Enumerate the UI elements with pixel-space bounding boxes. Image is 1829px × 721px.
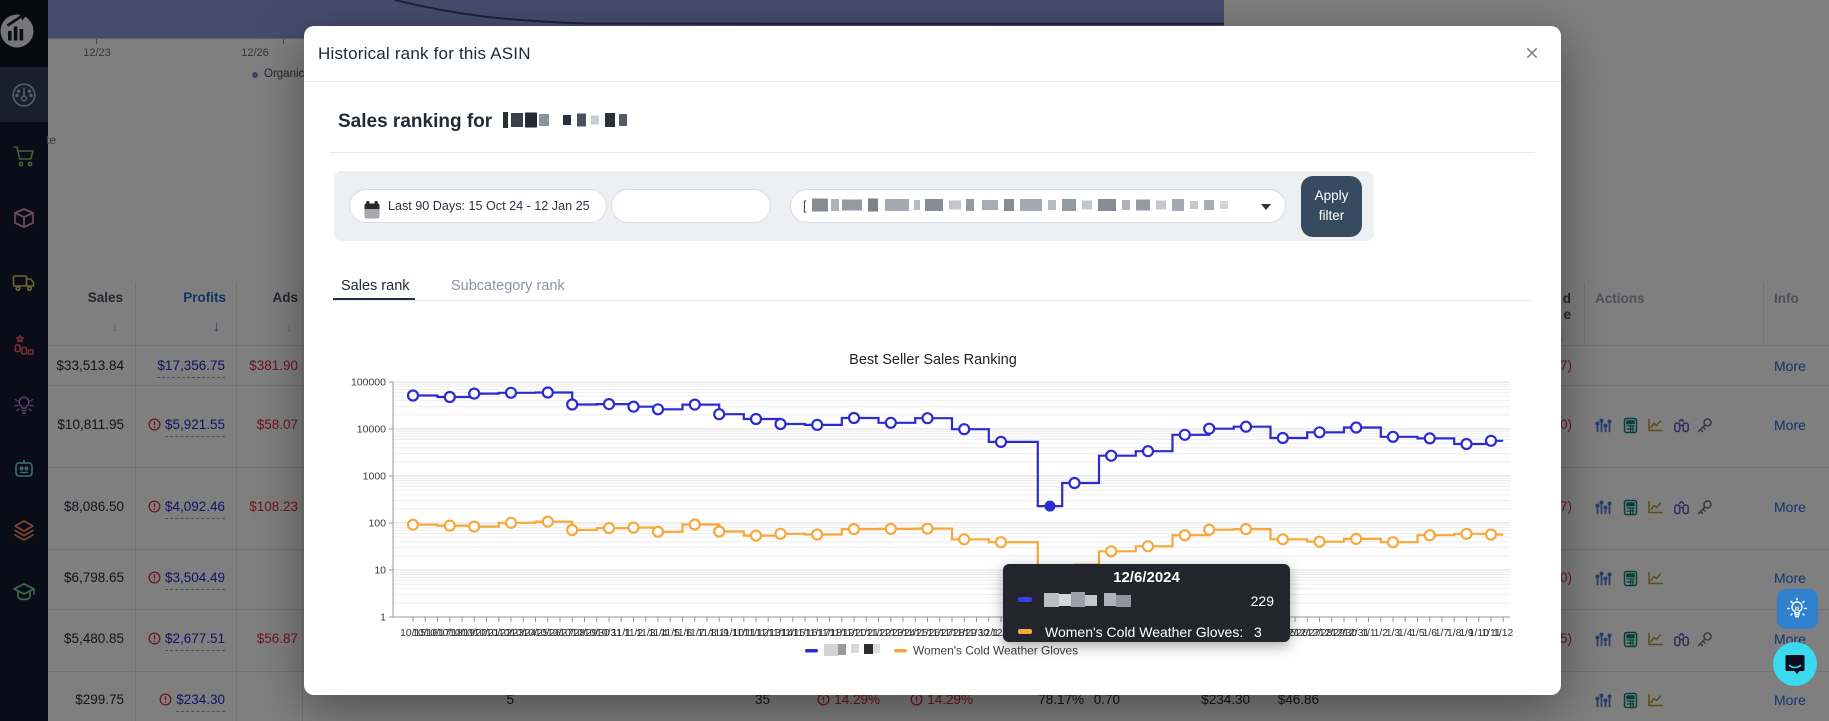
svg-text:11/9: 11/9 — [710, 628, 730, 639]
svg-text:100: 100 — [368, 518, 386, 530]
svg-text:1/8: 1/8 — [1447, 628, 1462, 639]
svg-text:Women's Cold Weather Gloves: Women's Cold Weather Gloves — [913, 644, 1078, 658]
svg-text:12/29: 12/29 — [1319, 628, 1345, 639]
svg-text:11/30: 11/30 — [964, 628, 989, 639]
svg-text:11/28: 11/28 — [939, 628, 964, 639]
svg-text:10/30: 10/30 — [584, 628, 610, 639]
svg-text:10/23: 10/23 — [498, 628, 524, 639]
svg-text:10000: 10000 — [357, 424, 386, 436]
svg-text:11/10: 11/10 — [719, 628, 744, 639]
svg-text:1/1: 1/1 — [1361, 628, 1376, 639]
svg-text:11/29: 11/29 — [952, 628, 977, 639]
svg-text:11/4: 11/4 — [648, 628, 668, 639]
svg-text:1: 1 — [380, 612, 386, 624]
svg-text:11/7: 11/7 — [685, 628, 705, 639]
svg-text:10/28: 10/28 — [559, 628, 585, 639]
svg-text:11/16: 11/16 — [792, 628, 817, 639]
svg-text:11/18: 11/18 — [817, 628, 842, 639]
svg-text:11/12: 11/12 — [743, 628, 768, 639]
svg-text:12/2: 12/2 — [991, 628, 1011, 639]
svg-text:11/17: 11/17 — [805, 628, 830, 639]
svg-text:100000: 100000 — [351, 377, 386, 389]
svg-text:1/2: 1/2 — [1374, 628, 1389, 639]
svg-text:11/24: 11/24 — [890, 628, 915, 639]
svg-text:10/15: 10/15 — [400, 628, 426, 639]
svg-text:11/22: 11/22 — [866, 628, 891, 639]
svg-text:1/12: 1/12 — [1493, 628, 1513, 639]
svg-text:10/21: 10/21 — [474, 628, 500, 639]
svg-text:12/27: 12/27 — [1294, 628, 1320, 639]
svg-text:Best Seller Sales Ranking: Best Seller Sales Ranking — [849, 352, 1017, 368]
svg-text:11/19: 11/19 — [829, 628, 854, 639]
svg-text:11/15: 11/15 — [780, 628, 805, 639]
svg-text:1/11: 1/11 — [1481, 628, 1501, 639]
svg-text:11/6: 11/6 — [673, 628, 693, 639]
svg-text:1/5: 1/5 — [1410, 628, 1425, 639]
svg-text:11/26: 11/26 — [915, 628, 940, 639]
svg-text:10/20: 10/20 — [461, 628, 487, 639]
svg-text:1/10: 1/10 — [1469, 628, 1489, 639]
svg-text:11/5: 11/5 — [661, 628, 681, 639]
svg-text:12/26: 12/26 — [1282, 628, 1308, 639]
svg-text:10/24: 10/24 — [510, 628, 536, 639]
svg-text:11/1: 11/1 — [612, 628, 632, 639]
svg-text:10/29: 10/29 — [572, 628, 598, 639]
svg-text:1/9: 1/9 — [1459, 628, 1474, 639]
svg-text:1/4: 1/4 — [1398, 628, 1413, 639]
svg-text:10/25: 10/25 — [523, 628, 549, 639]
svg-text:12/31: 12/31 — [1343, 628, 1369, 639]
svg-text:10/18: 10/18 — [437, 628, 463, 639]
svg-text:11/3: 11/3 — [636, 628, 656, 639]
svg-text:10/31: 10/31 — [596, 628, 622, 639]
svg-text:11/11: 11/11 — [732, 628, 757, 639]
svg-text:1000: 1000 — [363, 471, 387, 483]
svg-text:10/27: 10/27 — [547, 628, 573, 639]
svg-text:12/1: 12/1 — [979, 628, 999, 639]
svg-text:10: 10 — [374, 565, 386, 577]
svg-text:11/13: 11/13 — [756, 628, 781, 639]
svg-text:12/28: 12/28 — [1307, 628, 1333, 639]
svg-text:11/23: 11/23 — [878, 628, 903, 639]
svg-text:11/8: 11/8 — [697, 628, 717, 639]
svg-text:12/30: 12/30 — [1331, 628, 1357, 639]
svg-text:11/25: 11/25 — [903, 628, 928, 639]
svg-text:11/21: 11/21 — [854, 628, 879, 639]
svg-text:11/14: 11/14 — [768, 628, 793, 639]
svg-text:1/3: 1/3 — [1386, 628, 1401, 639]
svg-text:11/27: 11/27 — [927, 628, 952, 639]
svg-text:10/22: 10/22 — [486, 628, 512, 639]
svg-text:10/17: 10/17 — [425, 628, 451, 639]
svg-text:10/26: 10/26 — [535, 628, 561, 639]
svg-text:1/7: 1/7 — [1435, 628, 1450, 639]
svg-text:11/2: 11/2 — [624, 628, 644, 639]
svg-text:10/16: 10/16 — [412, 628, 438, 639]
svg-text:10/19: 10/19 — [449, 628, 475, 639]
svg-text:11/20: 11/20 — [841, 628, 866, 639]
svg-text:1/6: 1/6 — [1423, 628, 1438, 639]
